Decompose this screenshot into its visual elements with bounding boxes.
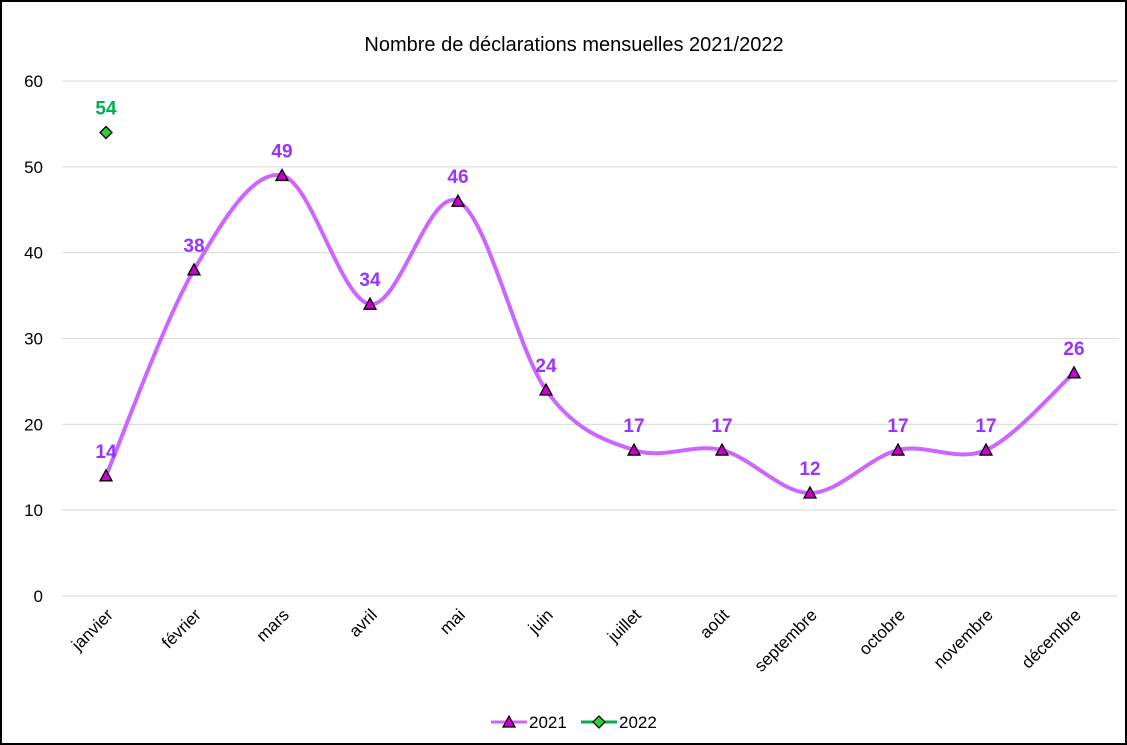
- data-label: 17: [623, 416, 644, 437]
- y-axis-ticks: 0 10 20 30 40 50 60: [24, 72, 43, 606]
- data-point-marker: [99, 125, 113, 140]
- data-labels: 14 38 49 34 46 24 17 17 12 17 17 26 54: [95, 99, 1084, 481]
- x-tick-label: juin: [524, 605, 557, 638]
- data-label: 17: [711, 416, 732, 437]
- data-label: 17: [975, 416, 996, 437]
- data-label: 34: [359, 270, 381, 291]
- data-label: 12: [799, 459, 820, 480]
- series-lines: [104, 173, 1076, 495]
- data-point-marker: [362, 296, 378, 310]
- legend-marker: [592, 715, 606, 729]
- data-point-marker: [186, 262, 202, 276]
- y-tick-label: 60: [24, 72, 43, 91]
- y-tick-label: 20: [24, 415, 43, 434]
- x-tick-label: février: [158, 605, 205, 652]
- legend-label: 2022: [619, 713, 657, 732]
- x-tick-label: mai: [436, 605, 469, 638]
- data-point-marker: [450, 193, 466, 207]
- data-label: 38: [183, 236, 204, 257]
- data-label: 54: [95, 99, 117, 120]
- x-axis-ticks: janvier février mars avril mai juin juillet aoû…: [67, 605, 1085, 675]
- data-label: 26: [1063, 339, 1084, 360]
- y-tick-label: 10: [24, 501, 43, 520]
- y-tick-label: 0: [34, 587, 43, 606]
- data-point-marker: [890, 442, 906, 456]
- y-tick-label: 50: [24, 158, 43, 177]
- x-tick-label: novembre: [930, 605, 997, 672]
- x-tick-label: mars: [253, 605, 293, 645]
- y-tick-label: 30: [24, 330, 43, 349]
- data-point-marker: [274, 168, 290, 182]
- x-tick-label: septembre: [751, 605, 821, 675]
- series-line-2021: [104, 173, 1076, 495]
- legend: 2021 2022: [491, 713, 657, 732]
- data-point-marker: [978, 442, 994, 456]
- x-tick-label: août: [696, 605, 733, 642]
- x-tick-label: juillet: [603, 605, 645, 647]
- data-label: 24: [535, 356, 557, 377]
- data-label: 46: [447, 167, 468, 188]
- y-tick-label: 40: [24, 244, 43, 263]
- data-point-marker: [714, 442, 730, 456]
- x-tick-label: janvier: [67, 605, 117, 655]
- data-point-marker: [538, 382, 554, 396]
- data-label: 17: [887, 416, 908, 437]
- data-label: 49: [271, 141, 292, 162]
- data-point-marker: [802, 485, 818, 499]
- legend-marker: [501, 714, 517, 728]
- x-tick-label: décembre: [1018, 605, 1085, 672]
- data-point-marker: [1066, 365, 1082, 379]
- data-label: 14: [95, 442, 117, 463]
- chart-title: Nombre de déclarations mensuelles 2021/2…: [364, 34, 783, 56]
- gridlines: [62, 80, 1118, 597]
- data-point-marker: [98, 468, 114, 482]
- x-tick-label: avril: [345, 605, 380, 640]
- x-tick-label: octobre: [855, 605, 909, 659]
- data-point-marker: [626, 442, 642, 456]
- legend-label: 2021: [529, 713, 567, 732]
- series-markers: [98, 125, 1082, 499]
